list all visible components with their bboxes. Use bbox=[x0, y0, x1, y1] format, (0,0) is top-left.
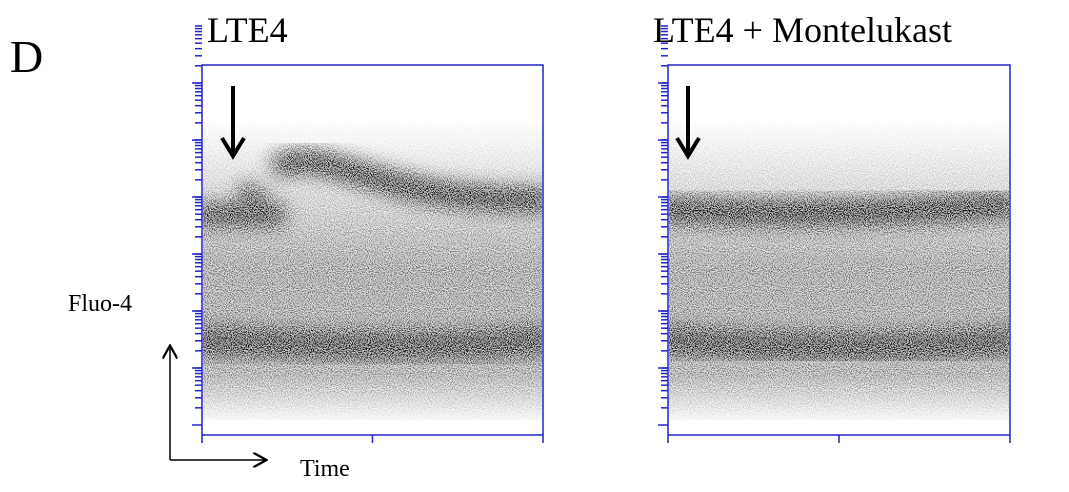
x-axis-label: Time bbox=[300, 456, 350, 482]
plot-axes bbox=[192, 25, 1011, 443]
density-plot bbox=[669, 120, 1009, 420]
density-background bbox=[669, 120, 1009, 420]
density-band bbox=[236, 183, 267, 202]
density-plot bbox=[203, 120, 542, 420]
plot-title: LTE4 + Montelukast bbox=[653, 10, 952, 50]
density-band bbox=[669, 192, 1009, 226]
plot-title: LTE4 bbox=[207, 10, 288, 50]
y-axis-label: Fluo-4 bbox=[68, 291, 132, 317]
stimulus-arrowhead bbox=[220, 136, 246, 160]
density-band bbox=[203, 326, 542, 360]
stimulus-arrowhead bbox=[675, 136, 701, 160]
density-band bbox=[267, 149, 542, 212]
panel-label: D bbox=[10, 31, 43, 82]
density-band bbox=[669, 326, 1009, 361]
density-background bbox=[203, 120, 542, 420]
